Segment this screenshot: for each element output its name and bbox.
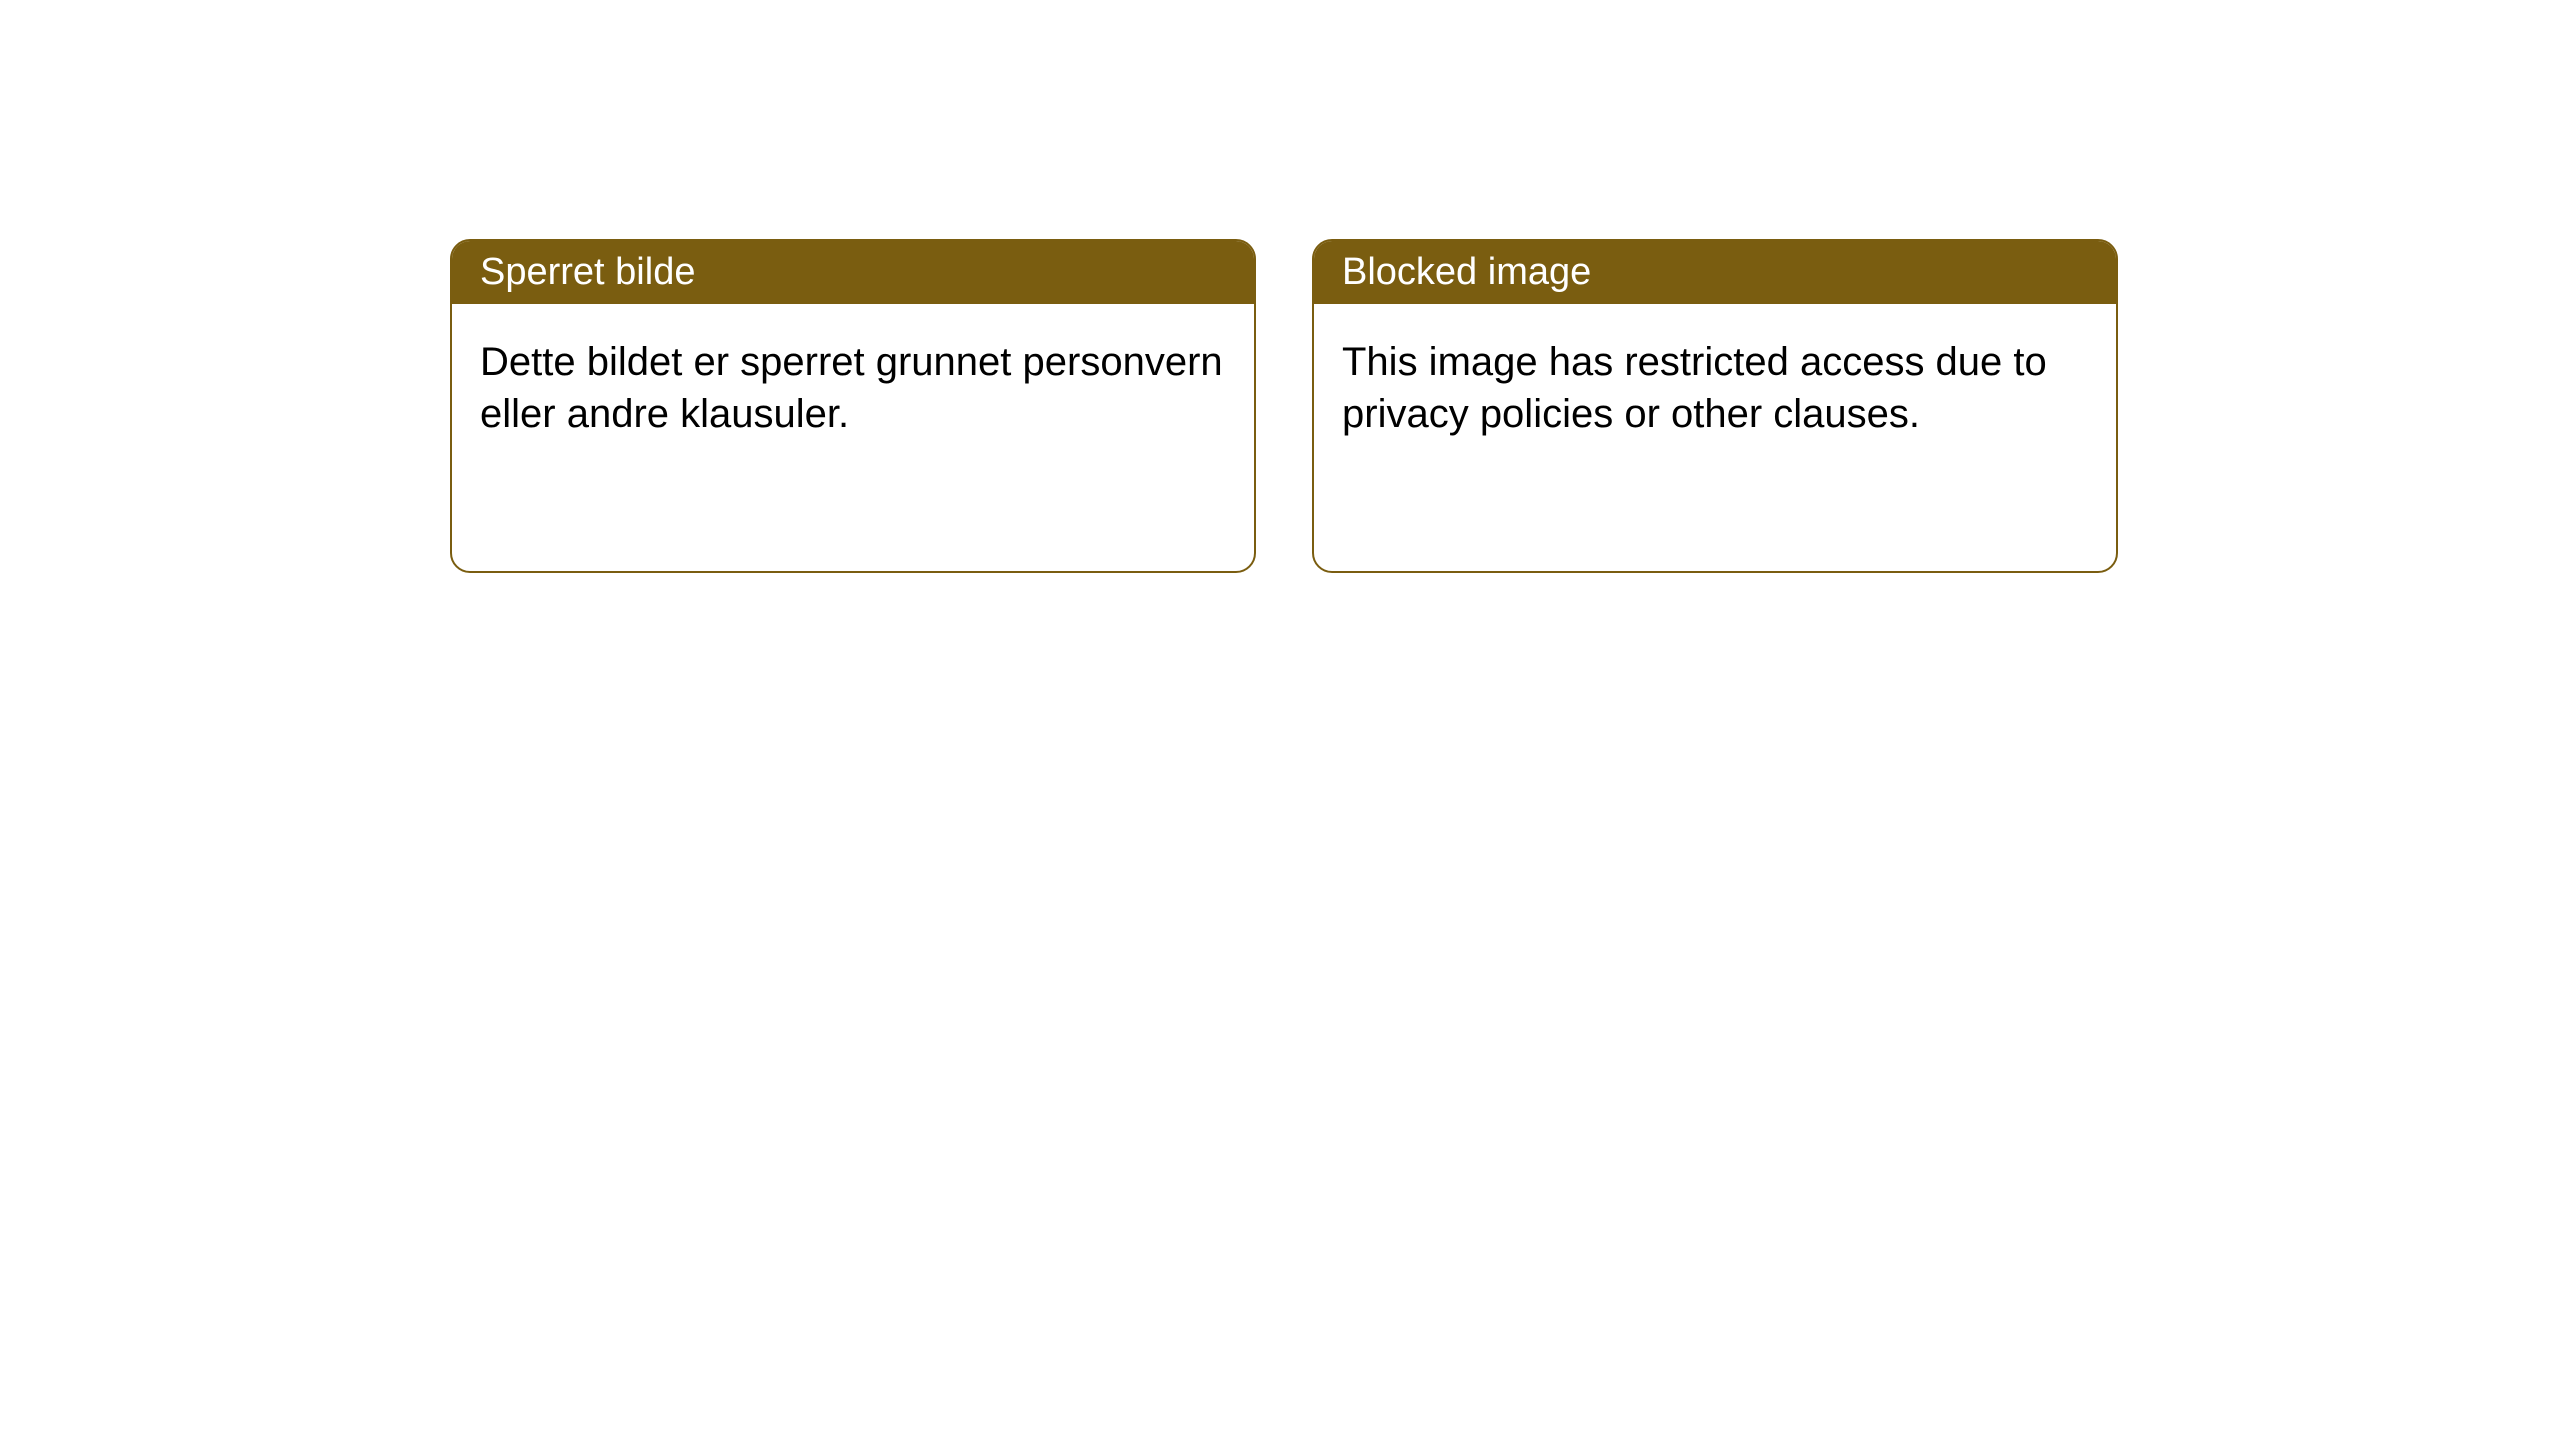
notice-body: This image has restricted access due to … bbox=[1314, 304, 2116, 472]
notice-header: Blocked image bbox=[1314, 241, 2116, 304]
notice-header: Sperret bilde bbox=[452, 241, 1254, 304]
notice-container: Sperret bilde Dette bildet er sperret gr… bbox=[0, 0, 2560, 573]
notice-body: Dette bildet er sperret grunnet personve… bbox=[452, 304, 1254, 472]
notice-card-english: Blocked image This image has restricted … bbox=[1312, 239, 2118, 573]
notice-card-norwegian: Sperret bilde Dette bildet er sperret gr… bbox=[450, 239, 1256, 573]
